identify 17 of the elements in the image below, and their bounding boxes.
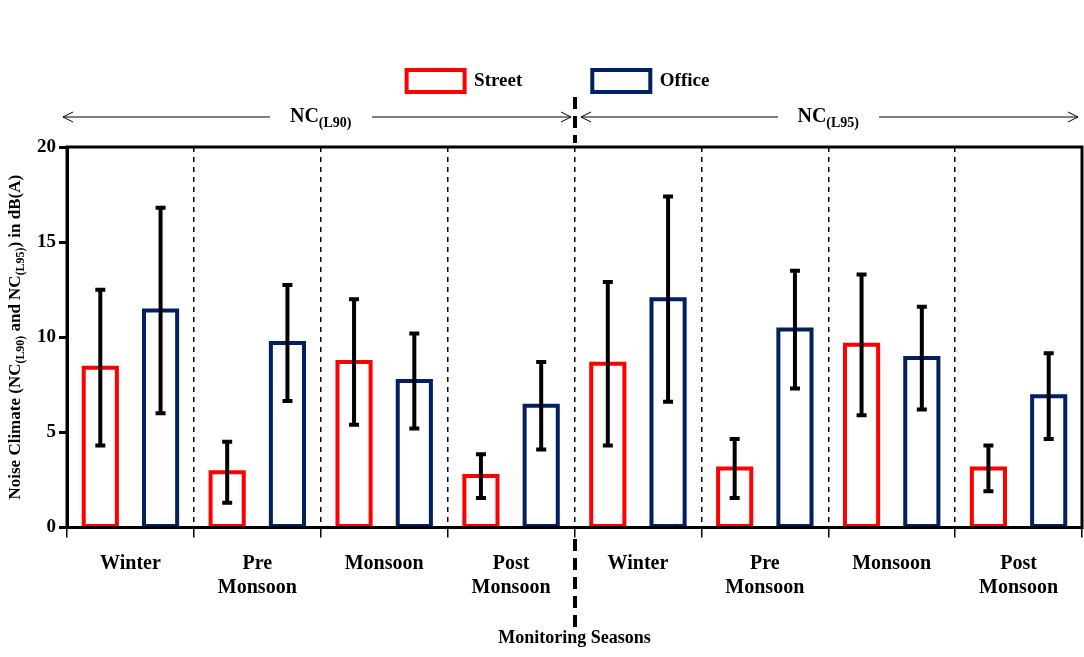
y-tick-label: 15 <box>37 230 56 252</box>
legend-label: Street <box>474 68 523 90</box>
y-axis-title: Noise Climate (NC(L90) and NC(L95)) in dB(A) <box>5 174 28 500</box>
x-tick-label: Winter <box>100 550 161 573</box>
x-tick-label: Monsoon <box>852 550 932 573</box>
x-tick-label: Post Monsoon <box>979 550 1059 597</box>
x-axis-title: Monitoring Seasons <box>498 626 651 647</box>
y-tick-label: 20 <box>37 134 56 156</box>
x-tick-label: Pre Monsoon <box>725 550 805 597</box>
y-tick-label: 5 <box>46 420 56 442</box>
y-tick-label: 0 <box>46 515 56 537</box>
x-tick-label: Winter <box>607 550 669 573</box>
x-tick-label: Pre Monsoon <box>217 550 297 597</box>
x-tick-label: Monsoon <box>344 550 424 573</box>
x-tick-label: Post Monsoon <box>471 550 551 597</box>
legend-label: Office <box>659 68 710 90</box>
y-tick-label: 10 <box>37 325 56 347</box>
